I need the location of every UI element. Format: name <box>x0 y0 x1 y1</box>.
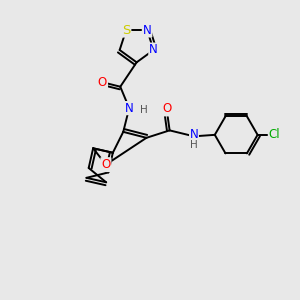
Text: Cl: Cl <box>269 128 280 141</box>
Text: N: N <box>190 128 198 141</box>
Text: O: O <box>98 76 107 89</box>
Text: H: H <box>140 105 148 115</box>
Text: N: N <box>149 44 158 56</box>
Text: O: O <box>162 103 171 116</box>
Text: N: N <box>143 24 152 37</box>
Text: O: O <box>101 158 110 171</box>
Text: S: S <box>122 24 130 37</box>
Text: H: H <box>190 140 198 150</box>
Text: N: N <box>125 102 134 115</box>
